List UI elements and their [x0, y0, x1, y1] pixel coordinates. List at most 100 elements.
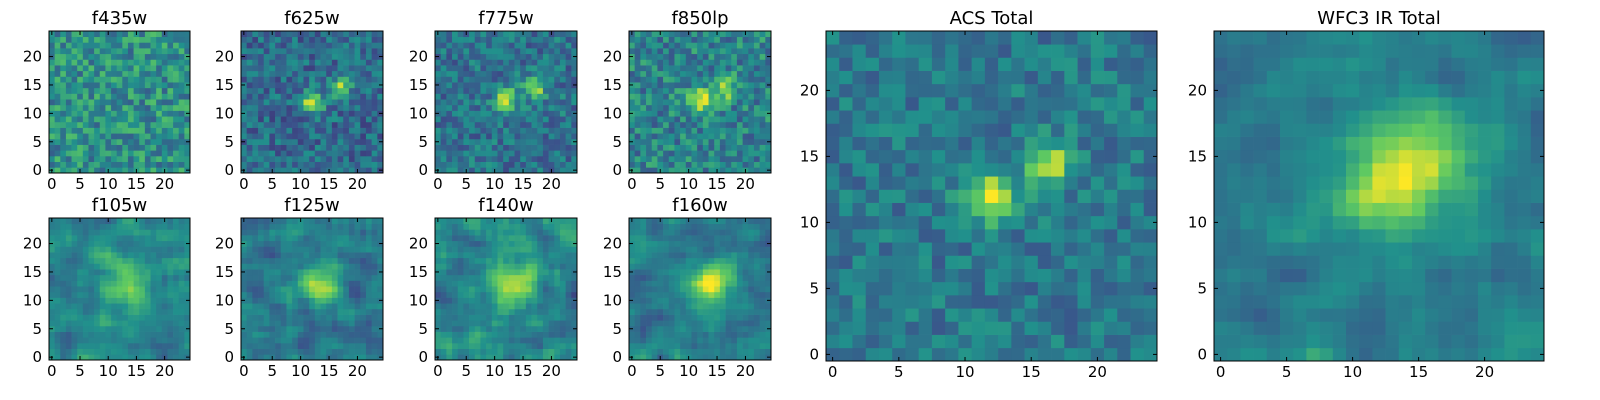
- heatmap-cell: [286, 93, 293, 100]
- heatmap-cell: [697, 325, 704, 332]
- heatmap-cell: [297, 144, 304, 151]
- heatmap-cell: [161, 48, 168, 55]
- heatmap-cell: [49, 99, 55, 106]
- heatmap-cell: [173, 104, 180, 111]
- heatmap-cell: [60, 150, 67, 157]
- heatmap-cell: [680, 138, 687, 145]
- heatmap-cell: [719, 280, 726, 287]
- heatmap-cell: [111, 121, 118, 128]
- heatmap-cell: [440, 218, 447, 225]
- heatmap-cell: [331, 263, 338, 270]
- heatmap-cell: [144, 65, 151, 72]
- heatmap-cell: [77, 331, 84, 338]
- heatmap-cell: [463, 297, 470, 304]
- heatmap-cell: [314, 161, 321, 168]
- heatmap-cell: [269, 36, 276, 43]
- heatmap-cell: [440, 257, 447, 264]
- heatmap-cell: [503, 150, 510, 157]
- heatmap-cell: [742, 104, 749, 111]
- heatmap-cell: [280, 354, 287, 361]
- heatmap-cell: [371, 348, 378, 355]
- heatmap-cell: [343, 48, 350, 55]
- heatmap-cell: [360, 314, 367, 321]
- heatmap-cell: [116, 308, 123, 315]
- heatmap-cell: [486, 99, 493, 106]
- heatmap-cell: [697, 167, 704, 174]
- heatmap-cell: [680, 121, 687, 128]
- heatmap-cell: [303, 31, 310, 38]
- heatmap-cell: [246, 127, 253, 134]
- heatmap-cell: [360, 240, 367, 247]
- heatmap-cell: [708, 308, 715, 315]
- heatmap-cell: [463, 42, 470, 49]
- heatmap-cell: [88, 31, 95, 38]
- heatmap-cell: [354, 252, 361, 259]
- heatmap-cell: [184, 308, 191, 315]
- heatmap-cell: [657, 70, 664, 77]
- heatmap-cell: [263, 257, 270, 264]
- heatmap-cell: [133, 99, 140, 106]
- heatmap-cell: [514, 235, 521, 242]
- heatmap-cell: [133, 138, 140, 145]
- heatmap-cell: [303, 354, 310, 361]
- heatmap-cell: [674, 93, 681, 100]
- heatmap-cell: [651, 269, 658, 276]
- heatmap-cell: [82, 76, 89, 83]
- heatmap-cell: [629, 308, 636, 315]
- heatmap-cell: [139, 42, 146, 49]
- heatmap-cell: [65, 240, 72, 247]
- heatmap-cell: [348, 246, 355, 253]
- heatmap-cell: [731, 76, 738, 83]
- heatmap-cell: [54, 325, 61, 332]
- heatmap-cell: [252, 308, 259, 315]
- heatmap-cell: [156, 263, 163, 270]
- heatmap-cell: [65, 133, 72, 140]
- heatmap-cell: [133, 348, 140, 355]
- heatmap-cell: [663, 48, 670, 55]
- heatmap-cell: [634, 354, 641, 361]
- heatmap-cell: [161, 110, 168, 117]
- heatmap-cell: [736, 155, 743, 162]
- heatmap-cell: [537, 280, 544, 287]
- heatmap-cell: [167, 291, 174, 298]
- heatmap-cell: [377, 104, 384, 111]
- heatmap-cell: [469, 269, 476, 276]
- heatmap-cell: [571, 116, 578, 123]
- heatmap-cell: [303, 116, 310, 123]
- heatmap-cell: [280, 223, 287, 230]
- heatmap-cell: [258, 99, 265, 106]
- heatmap-cell: [685, 121, 692, 128]
- heatmap-cell: [663, 331, 670, 338]
- heatmap-cell: [691, 144, 698, 151]
- heatmap-cell: [184, 252, 191, 259]
- heatmap-cell: [365, 240, 372, 247]
- heatmap-cell: [133, 308, 140, 315]
- heatmap-cell: [469, 342, 476, 349]
- heatmap-cell: [60, 155, 67, 162]
- heatmap-cell: [139, 93, 146, 100]
- heatmap-cell: [314, 76, 321, 83]
- heatmap-cell: [161, 53, 168, 60]
- heatmap-cell: [668, 70, 675, 77]
- heatmap-cell: [520, 99, 527, 106]
- heatmap-cell: [497, 257, 504, 264]
- heatmap-cell: [320, 246, 327, 253]
- heatmap-cell: [554, 286, 561, 293]
- heatmap-cell: [697, 48, 704, 55]
- heatmap-cell: [246, 53, 253, 60]
- heatmap-cell: [60, 65, 67, 72]
- heatmap-cell: [503, 87, 510, 94]
- heatmap-cell: [668, 65, 675, 72]
- heatmap-cell: [161, 286, 168, 293]
- heatmap-cell: [303, 87, 310, 94]
- heatmap-cell: [446, 314, 453, 321]
- heatmap-cell: [314, 65, 321, 72]
- heatmap-cell: [377, 246, 384, 253]
- heatmap-cell: [753, 342, 760, 349]
- heatmap-cell: [634, 133, 641, 140]
- heatmap-cell: [258, 110, 265, 117]
- heatmap-cell: [286, 297, 293, 304]
- heatmap-cell: [297, 291, 304, 298]
- heatmap-cell: [714, 138, 721, 145]
- heatmap-cell: [634, 87, 641, 94]
